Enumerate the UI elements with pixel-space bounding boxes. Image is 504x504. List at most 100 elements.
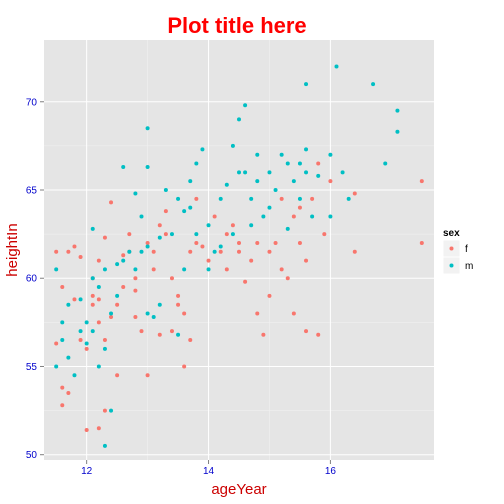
data-point-f bbox=[224, 267, 229, 272]
axis-ticks: 12 14 16 50 55 60 65 70 bbox=[26, 97, 337, 477]
data-point-m bbox=[84, 341, 89, 346]
data-point-m bbox=[218, 196, 223, 201]
data-point-m bbox=[328, 152, 333, 157]
data-point-m bbox=[212, 249, 217, 254]
y-axis-title: heightIn bbox=[4, 223, 21, 276]
data-point-f bbox=[66, 390, 71, 395]
data-point-m bbox=[96, 285, 101, 290]
data-point-m bbox=[346, 196, 351, 201]
data-point-f bbox=[60, 385, 65, 390]
data-point-m bbox=[194, 232, 199, 237]
data-point-m bbox=[139, 249, 144, 254]
data-point-m bbox=[249, 196, 254, 201]
data-point-f bbox=[60, 403, 65, 408]
x-tick-label: 16 bbox=[325, 466, 337, 477]
data-point-f bbox=[328, 179, 333, 184]
data-point-f bbox=[127, 232, 132, 237]
data-point-f bbox=[54, 249, 59, 254]
data-point-f bbox=[84, 346, 89, 351]
data-point-f bbox=[273, 240, 278, 245]
data-point-m bbox=[54, 267, 59, 272]
data-point-f bbox=[188, 338, 193, 342]
data-point-m bbox=[115, 293, 120, 298]
data-point-m bbox=[340, 170, 345, 175]
data-point-f bbox=[279, 196, 284, 201]
data-point-m bbox=[109, 408, 114, 413]
data-point-f bbox=[145, 373, 150, 378]
data-point-f bbox=[72, 297, 77, 302]
data-point-m bbox=[279, 152, 284, 157]
legend-title: sex bbox=[443, 228, 460, 239]
data-point-m bbox=[60, 338, 65, 342]
data-point-m bbox=[285, 161, 290, 166]
data-point-f bbox=[96, 258, 101, 263]
data-point-f bbox=[84, 428, 89, 432]
data-point-m bbox=[291, 179, 296, 184]
data-point-m bbox=[200, 147, 205, 152]
data-point-f bbox=[297, 240, 302, 245]
data-point-m bbox=[78, 329, 83, 334]
data-point-f bbox=[133, 276, 138, 281]
x-tick-label: 14 bbox=[203, 466, 215, 477]
data-point-m bbox=[145, 244, 150, 249]
data-point-m bbox=[328, 214, 333, 219]
data-point-m bbox=[182, 209, 187, 214]
data-point-m bbox=[334, 64, 339, 69]
data-point-f bbox=[78, 338, 83, 342]
data-point-m bbox=[255, 152, 260, 157]
data-point-m bbox=[243, 103, 248, 108]
data-point-f bbox=[182, 311, 187, 316]
y-tick-label: 50 bbox=[26, 450, 38, 461]
data-point-f bbox=[115, 373, 120, 378]
data-point-m bbox=[267, 170, 272, 175]
data-point-m bbox=[182, 267, 187, 272]
data-point-f bbox=[419, 179, 424, 184]
data-point-f bbox=[206, 258, 211, 263]
data-point-f bbox=[194, 196, 199, 201]
data-point-m bbox=[66, 302, 71, 307]
data-point-m bbox=[371, 82, 376, 87]
data-point-f bbox=[297, 205, 302, 210]
data-point-f bbox=[176, 302, 181, 307]
data-point-m bbox=[90, 276, 95, 281]
data-point-m bbox=[60, 320, 65, 325]
data-point-m bbox=[90, 226, 95, 231]
data-point-m bbox=[218, 244, 223, 249]
data-point-m bbox=[157, 235, 162, 240]
data-point-m bbox=[230, 232, 235, 237]
data-point-m bbox=[383, 161, 388, 166]
data-point-f bbox=[157, 223, 162, 228]
legend: sex fm bbox=[442, 228, 473, 275]
data-point-f bbox=[322, 232, 327, 237]
data-point-f bbox=[310, 196, 315, 201]
data-point-m bbox=[310, 214, 315, 219]
data-point-m bbox=[176, 196, 181, 201]
data-point-f bbox=[102, 235, 107, 240]
data-point-f bbox=[176, 293, 181, 298]
data-point-m bbox=[133, 191, 138, 196]
data-point-f bbox=[157, 332, 162, 337]
data-point-f bbox=[188, 249, 193, 254]
legend-label-m: m bbox=[465, 261, 473, 272]
legend-marker-f bbox=[449, 246, 454, 251]
data-point-f bbox=[78, 255, 83, 260]
data-point-f bbox=[72, 244, 77, 249]
x-tick-label: 12 bbox=[81, 466, 93, 477]
data-point-m bbox=[206, 267, 211, 272]
data-point-m bbox=[127, 249, 132, 254]
data-point-m bbox=[84, 320, 89, 325]
data-point-m bbox=[188, 179, 193, 184]
data-point-m bbox=[237, 117, 241, 122]
data-point-f bbox=[121, 285, 126, 290]
data-point-m bbox=[297, 161, 302, 166]
data-point-m bbox=[145, 165, 150, 170]
data-point-m bbox=[304, 170, 309, 175]
data-point-m bbox=[133, 267, 138, 272]
data-point-f bbox=[291, 214, 296, 219]
data-point-m bbox=[249, 223, 254, 228]
data-point-f bbox=[151, 267, 156, 272]
data-point-f bbox=[212, 214, 217, 219]
data-point-f bbox=[200, 244, 205, 249]
data-point-m bbox=[267, 205, 272, 210]
data-point-m bbox=[157, 302, 162, 307]
